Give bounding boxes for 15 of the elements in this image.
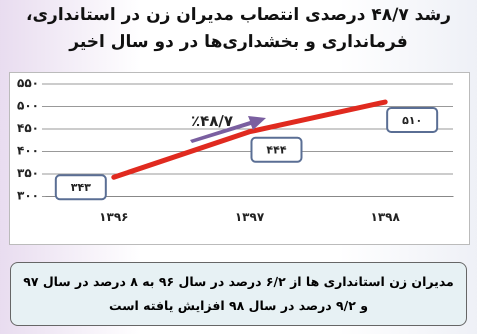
y-tick-label: ۵۰۰ (16, 98, 39, 113)
text: ۵۱۰ (402, 114, 422, 127)
y-tick-label: ۵۵۰ (16, 76, 39, 90)
x-tick-label: ۱۳۹۶ (99, 210, 128, 224)
annotation: ٪۴۸/۷ (190, 112, 234, 130)
x-tick-label: ۱۳۹۷ (234, 210, 265, 224)
text: ۳۴۳ (70, 181, 91, 194)
y-tick-label: ۳۰۰ (16, 188, 39, 203)
x-tick-label: ۱۳۹۸ (370, 210, 400, 224)
text: ۴۴۴ (266, 144, 287, 157)
y-tick-label: ۳۵۰ (16, 166, 39, 180)
y-tick-label: ۴۵۰ (16, 121, 39, 136)
text: مدیران زن استانداری ها از ۶/۲ درصد در سال ۹۶ به ۸ درصد در سال ۹۷ و ۹/۲ درصد در سال ۹۸ افزایش یافته است (10, 262, 467, 326)
y-tick-label: ۴۰۰ (16, 144, 39, 158)
chart-title: رشد ۴۸/۷ درصدی انتصاب مدیران زن در استانداری، فرمانداری و بخشداری‌ها در دو سال اخیر (25, 4, 452, 54)
